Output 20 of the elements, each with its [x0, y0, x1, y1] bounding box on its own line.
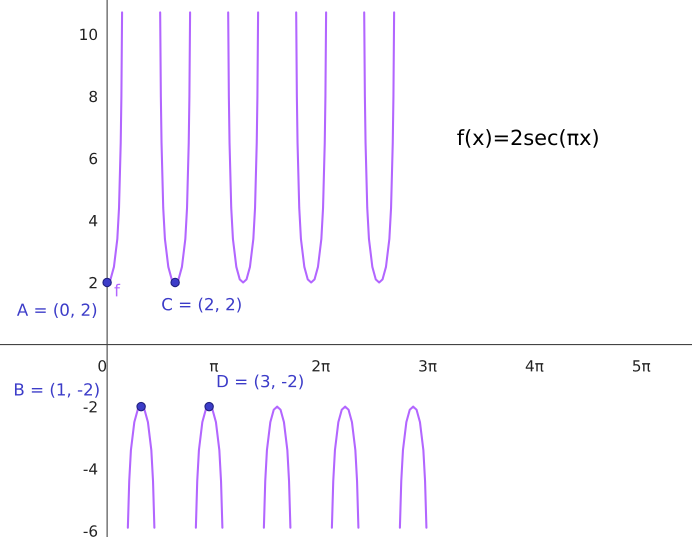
x-tick-label: 2π: [312, 360, 330, 372]
annotation: f(x)=2sec(πx): [457, 129, 598, 148]
x-tick-label: 4π: [526, 360, 544, 372]
y-tick-label: 2: [89, 276, 97, 288]
y-tick-label: 8: [89, 90, 98, 102]
annotation: f: [114, 284, 120, 296]
y-tick-label: 10: [80, 28, 98, 40]
x-tick-label: π: [210, 363, 218, 372]
y-tick-label: 6: [89, 152, 98, 164]
x-tick-label: 0: [98, 360, 106, 372]
x-tick-label: 5π: [632, 360, 650, 372]
y-tick-label: -6: [84, 525, 98, 537]
annotation: D = (3, -2): [218, 374, 303, 390]
y-tick-label: 4: [89, 215, 98, 226]
annotation: C = (2, 2): [162, 298, 241, 312]
y-tick-label: -2: [84, 401, 97, 412]
x-tick-label: 3π: [419, 360, 437, 372]
annotation: A = (0, 2): [16, 303, 96, 318]
annotation: B = (1, -2): [14, 382, 99, 398]
y-tick-label: -4: [84, 463, 98, 475]
